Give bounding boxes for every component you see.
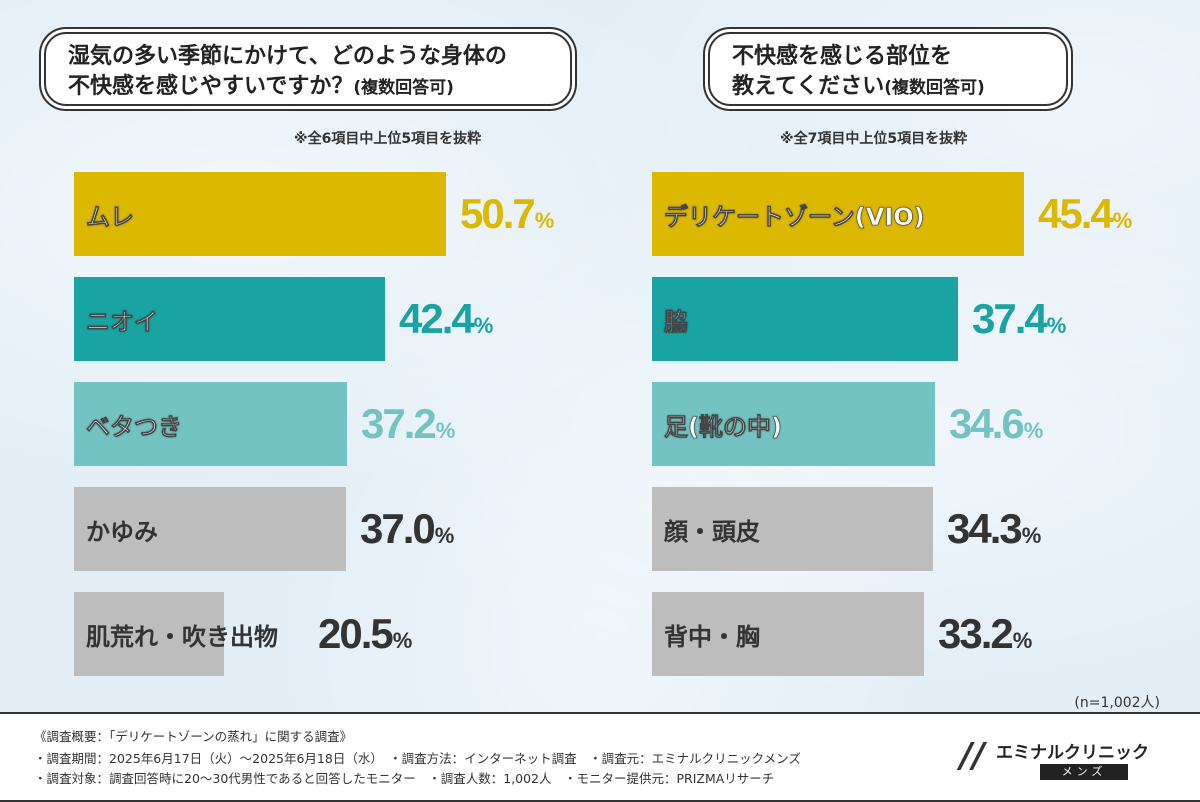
left-bar-label-0: ムレ	[86, 202, 135, 231]
right-bar-value-3: 34.3%	[947, 487, 1041, 571]
right-bar-0: デリケートゾーン(VIO)	[652, 172, 1024, 256]
logo-name: エミナルクリニック	[996, 743, 1149, 763]
right-selection-note: ※全7項目中上位5項目を抜粋	[780, 131, 968, 147]
left-bar-3: かゆみ	[74, 487, 346, 571]
footer-target-count: ・調査対象：調査回答時に20～30代男性であると回答したモニター ・調査人数：1…	[34, 771, 775, 786]
left-selection-note: ※全6項目中上位5項目を抜粋	[294, 131, 482, 147]
right-bar-value-4: 33.2%	[938, 592, 1032, 676]
survey-footer: 《調査概要：「デリケートゾーンの蒸れ」に関する調査》 ・調査期間：2025年6月…	[0, 712, 1200, 802]
right-bar-value-unit-0: %	[1112, 208, 1133, 233]
left-question-box: 湿気の多い季節にかけて、どのような身体の 不快感を感じやすいですか？(複数回答可…	[44, 32, 572, 106]
left-bar-value-2: 37.2%	[361, 382, 455, 466]
right-bar-label-4: 背中・胸	[664, 622, 760, 651]
left-bar-value-0: 50.7%	[460, 172, 554, 256]
footer-summary-title: 《調査概要：「デリケートゾーンの蒸れ」に関する調査》	[34, 729, 353, 744]
right-bar-label-1: 脇	[664, 307, 689, 336]
right-bar-value-number-1: 37.4	[972, 295, 1048, 342]
left-bar-value-1: 42.4%	[399, 277, 493, 361]
right-bar-value-unit-2: %	[1023, 418, 1044, 443]
footer-period-method: ・調査期間：2025年6月17日（火）～2025年6月18日（水） ・調査方法：…	[34, 751, 801, 766]
left-bar-value-number-0: 50.7	[460, 190, 536, 237]
right-bar-value-unit-3: %	[1021, 523, 1042, 548]
infographic-canvas: 湿気の多い季節にかけて、どのような身体の 不快感を感じやすいですか？(複数回答可…	[0, 0, 1200, 712]
right-bar-label-2: 足(靴の中)	[664, 412, 783, 441]
right-bar-1: 脇	[652, 277, 958, 361]
right-bar-label-0: デリケートゾーン(VIO)	[664, 202, 925, 231]
left-bar-value-number-4: 20.5	[318, 610, 394, 657]
right-bar-value-0: 45.4%	[1038, 172, 1132, 256]
slash-logo-icon: //	[960, 736, 985, 776]
right-question-line2: 教えてください	[732, 74, 885, 99]
left-bar-value-unit-2: %	[435, 418, 456, 443]
left-bar-value-number-3: 37.0	[360, 505, 436, 552]
right-bar-4: 背中・胸	[652, 592, 924, 676]
right-question-box: 不快感を感じる部位を 教えてください(複数回答可)	[708, 32, 1068, 106]
right-bar-label-3: 顔・頭皮	[664, 517, 760, 546]
right-bar-2: 足(靴の中)	[652, 382, 935, 466]
right-bar-value-2: 34.6%	[949, 382, 1043, 466]
left-bar-label-2: ベタつき	[86, 412, 183, 441]
left-bar-value-number-1: 42.4	[399, 295, 475, 342]
left-bar-value-unit-4: %	[392, 628, 413, 653]
left-bar-label-4: 肌荒れ・吹き出物	[86, 622, 278, 651]
right-bar-value-number-2: 34.6	[949, 400, 1025, 447]
left-bar-label-1: ニオイ	[86, 307, 159, 336]
left-bar-value-4: 20.5%	[318, 592, 412, 676]
right-bar-value-unit-4: %	[1012, 628, 1033, 653]
right-bar-value-unit-1: %	[1046, 313, 1067, 338]
left-bar-4: 肌荒れ・吹き出物	[74, 592, 278, 676]
left-question-line2: 不快感を感じやすいですか？	[68, 74, 354, 99]
left-bar-value-unit-3: %	[434, 523, 455, 548]
left-question-line1: 湿気の多い季節にかけて、どのような身体の	[68, 44, 507, 69]
right-bar-value-1: 37.4%	[972, 277, 1066, 361]
left-bar-0: ムレ	[74, 172, 446, 256]
left-bar-value-unit-1: %	[473, 313, 494, 338]
clinic-logo: // エミナルクリニック メンズ	[960, 736, 1170, 786]
left-bar-label-3: かゆみ	[86, 517, 158, 546]
right-bar-value-number-0: 45.4	[1038, 190, 1114, 237]
right-bar-value-number-4: 33.2	[938, 610, 1014, 657]
logo-tag: メンズ	[1040, 764, 1128, 780]
left-bar-1: ニオイ	[74, 277, 385, 361]
right-bar-value-number-3: 34.3	[947, 505, 1023, 552]
sample-size-note: (n=1,002人)	[1074, 695, 1160, 711]
left-bar-2: ベタつき	[74, 382, 347, 466]
right-question-suffix: (複数回答可)	[884, 78, 985, 98]
left-bar-value-number-2: 37.2	[361, 400, 437, 447]
left-bar-value-unit-0: %	[534, 208, 555, 233]
left-question-suffix: (複数回答可)	[353, 78, 454, 98]
right-question-line1: 不快感を感じる部位を	[732, 44, 953, 69]
right-bar-3: 顔・頭皮	[652, 487, 933, 571]
left-bar-value-3: 37.0%	[360, 487, 454, 571]
